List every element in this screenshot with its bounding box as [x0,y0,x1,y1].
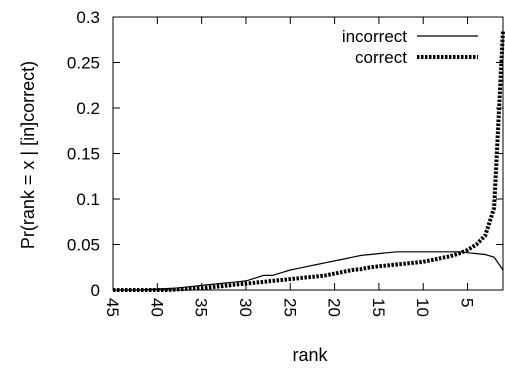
y-tick-label: 0.15 [67,145,100,164]
plot-area [112,16,504,291]
y-tick-label: 0.05 [67,236,100,255]
x-tick-label: 20 [325,298,344,317]
legend-label-correct: correct [355,48,407,67]
series-layer [113,30,505,292]
x-tick-label: 25 [280,298,299,317]
y-tick-label: 0.3 [76,8,100,27]
legend: incorrect correct [342,27,478,67]
x-tick-label: 30 [236,298,255,317]
plot-frame [112,16,504,291]
x-tick-label: 5 [458,298,477,307]
y-tick-label: 0 [91,281,100,300]
x-axis-label: rank [292,345,328,365]
y-axis-label: Pr(rank = x | [in]correct) [18,61,38,249]
x-tick-label: 10 [413,298,432,317]
series-line-correct [113,30,505,292]
x-tick-label: 45 [103,298,122,317]
y-tick-label: 0.25 [67,54,100,73]
x-tick-label: 15 [369,298,388,317]
legend-label-incorrect: incorrect [342,27,407,46]
x-tick-label: 40 [147,298,166,317]
y-tick-label: 0.1 [76,190,100,209]
axes: 0 0.05 0.1 0.15 0.2 0.25 0.3 45 40 35 30 25 20 15 10 5 [67,8,503,317]
y-tick-label: 0.2 [76,99,100,118]
x-tick-label: 35 [192,298,211,317]
